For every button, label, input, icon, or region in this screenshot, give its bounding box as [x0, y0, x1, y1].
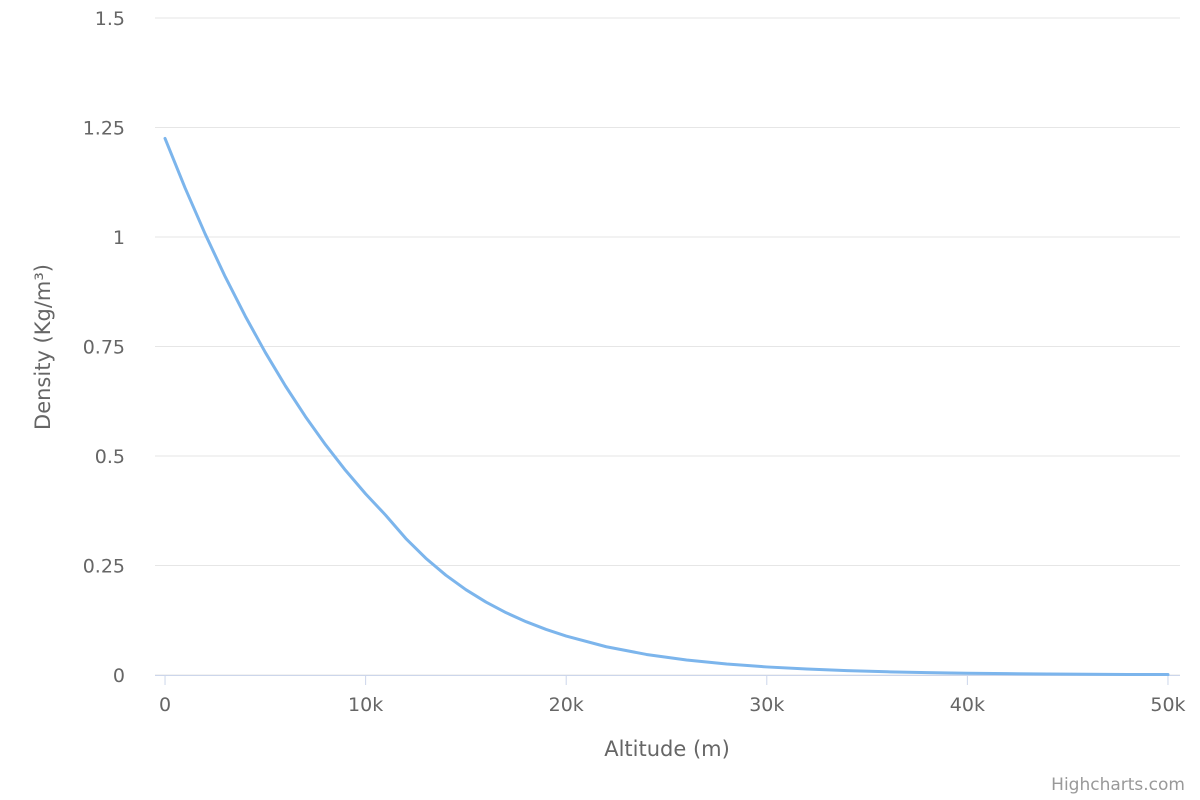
y-tick-label: 1.5	[95, 8, 125, 30]
credits: Highcharts.com	[1051, 775, 1185, 795]
y-tick-label: 1.25	[83, 118, 125, 140]
x-tick-label: 30k	[749, 694, 784, 716]
x-tick-label: 50k	[1150, 694, 1185, 716]
y-tick-label: 1	[113, 227, 125, 249]
x-tick-label: 10k	[348, 694, 383, 716]
x-axis-title: Altitude (m)	[604, 737, 730, 761]
y-tick-label: 0	[113, 665, 125, 687]
y-tick-label: 0.75	[83, 337, 125, 359]
x-tick-label: 40k	[950, 694, 985, 716]
x-tick-label: 0	[159, 694, 171, 716]
data-line	[163, 136, 1170, 677]
x-tick-label: 20k	[549, 694, 584, 716]
y-axis-title: Density (Kg/m³)	[31, 264, 55, 430]
y-tick-label: 0.25	[83, 556, 125, 578]
y-tick-label: 0.5	[95, 446, 125, 468]
